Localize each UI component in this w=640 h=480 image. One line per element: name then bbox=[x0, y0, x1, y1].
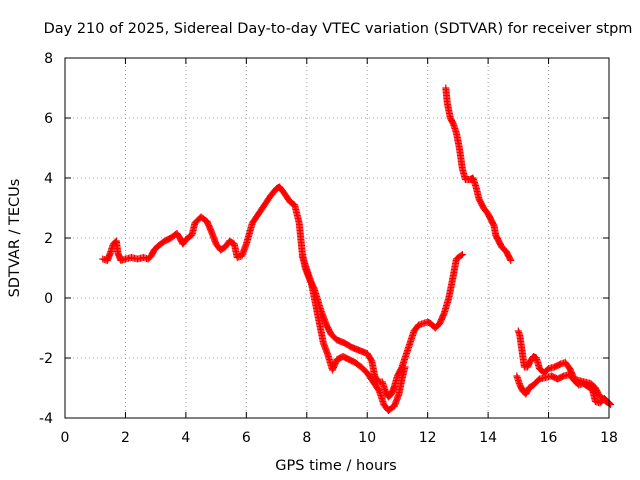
x-tick-label: 4 bbox=[181, 430, 190, 446]
x-tick-label: 10 bbox=[358, 430, 376, 446]
x-axis-label: GPS time / hours bbox=[275, 458, 396, 474]
x-tick-label: 12 bbox=[419, 430, 437, 446]
data-point bbox=[401, 363, 409, 371]
data-point bbox=[607, 401, 615, 408]
x-tick-label: 16 bbox=[540, 430, 558, 446]
data-points bbox=[99, 84, 615, 414]
y-tick-label: -2 bbox=[39, 351, 53, 367]
chart-title: Day 210 of 2025, Sidereal Day-to-day VTE… bbox=[44, 21, 633, 37]
x-tick-label: 2 bbox=[121, 430, 130, 446]
data-point bbox=[458, 251, 466, 258]
axis-ticks: 0 2 4 6 8 10 12 14 16 18 -4 -2 0 2 4 6 8 bbox=[39, 51, 618, 446]
y-tick-label: 4 bbox=[44, 171, 53, 187]
x-tick-label: 0 bbox=[61, 430, 70, 446]
plot-frame bbox=[64, 57, 610, 419]
x-tick-label: 8 bbox=[302, 430, 311, 446]
grid-lines bbox=[65, 58, 609, 418]
data-point bbox=[506, 255, 514, 263]
y-tick-label: 0 bbox=[44, 291, 53, 307]
y-tick-label: -4 bbox=[39, 411, 53, 427]
data-point bbox=[507, 257, 515, 264]
y-tick-label: 8 bbox=[44, 51, 53, 67]
x-tick-label: 6 bbox=[242, 430, 251, 446]
y-tick-label: 2 bbox=[44, 231, 53, 247]
y-tick-label: 6 bbox=[44, 111, 53, 127]
data-point bbox=[457, 251, 465, 259]
y-axis-label: SDTVAR / TECUs bbox=[7, 179, 23, 298]
data-point bbox=[606, 400, 614, 407]
x-tick-label: 18 bbox=[600, 430, 618, 446]
x-tick-label: 14 bbox=[479, 430, 497, 446]
